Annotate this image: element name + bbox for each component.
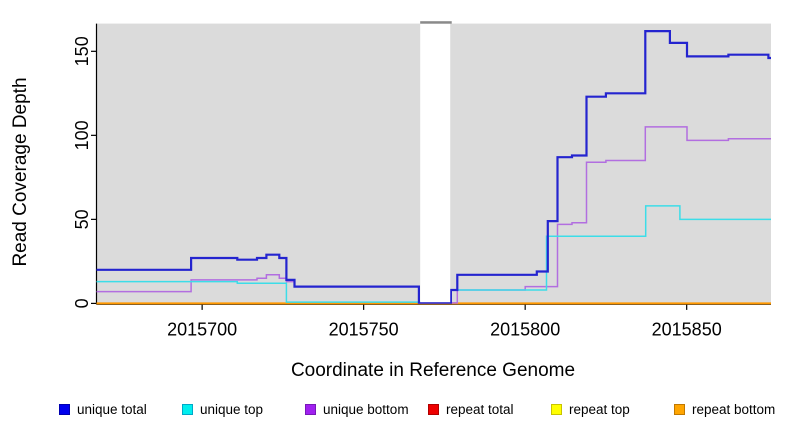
legend-label: unique bottom: [323, 401, 409, 417]
legend-item-repeat-top: repeat top: [551, 401, 630, 417]
legend-label: repeat top: [569, 401, 630, 417]
gap-band: [420, 23, 451, 303]
y-axis-title: Read Coverage Depth: [10, 77, 31, 267]
legend-swatch-icon: [59, 403, 70, 415]
legend-item-unique-top: unique top: [182, 401, 264, 417]
x-axis-title: Coordinate in Reference Genome: [290, 360, 576, 381]
legend-item-unique-total: unique total: [59, 401, 147, 417]
legend-label: repeat bottom: [692, 401, 776, 417]
legend-item-unique-bottom: unique bottom: [305, 401, 409, 417]
legend-item-repeat-bottom: repeat bottom: [674, 401, 776, 417]
y-tick-label: 50: [72, 209, 92, 229]
legend-label: unique total: [77, 401, 147, 417]
y-tick-label: 100: [72, 120, 92, 150]
legend: unique total unique top unique bottom repea…: [0, 400, 792, 422]
y-tick-label: 0: [72, 298, 92, 308]
x-tick-label: 2015850: [652, 320, 722, 340]
legend-label: unique top: [200, 401, 264, 417]
legend-swatch-icon: [182, 403, 193, 415]
x-tick-label: 2015800: [490, 320, 560, 340]
y-tick-label: 150: [72, 36, 92, 66]
legend-item-repeat-total: repeat total: [428, 401, 514, 417]
legend-swatch-icon: [428, 403, 439, 415]
legend-swatch-icon: [674, 403, 685, 415]
legend-swatch-icon: [551, 403, 562, 415]
legend-label: repeat total: [446, 401, 514, 417]
gap-cap: [420, 21, 452, 24]
x-tick-label: 2015750: [329, 320, 399, 340]
legend-swatch-icon: [305, 403, 316, 415]
x-tick-label: 2015700: [167, 320, 237, 340]
series-unique-total: [96, 30, 771, 304]
